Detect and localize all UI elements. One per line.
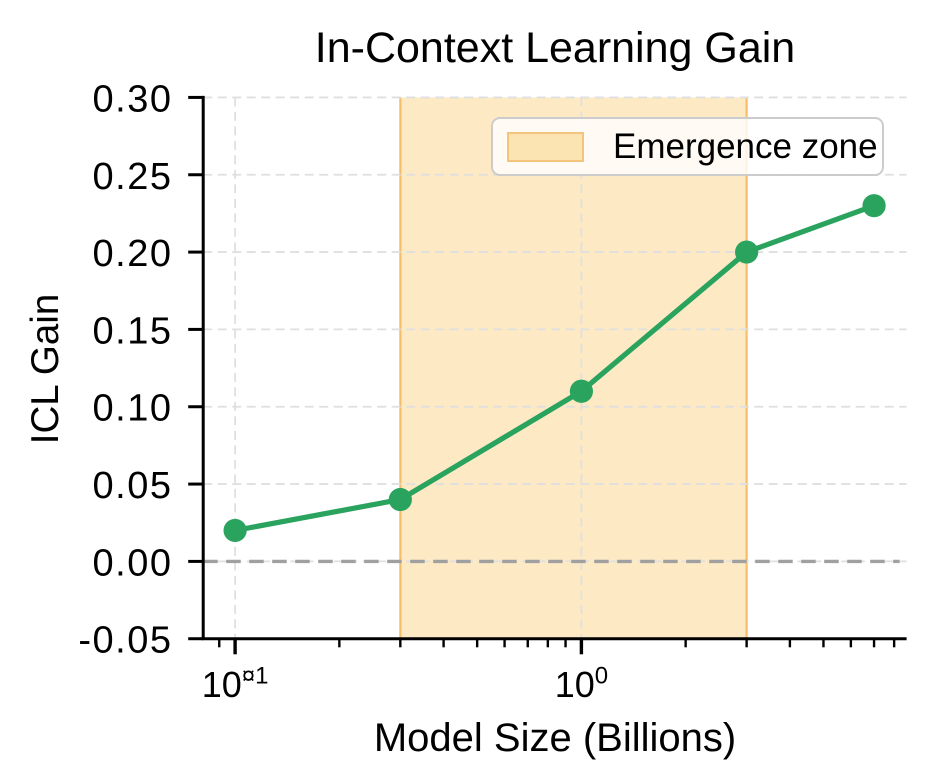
axis-ticks	[188, 95, 896, 655]
y-tick-label: 0.10	[93, 388, 173, 430]
y-tick-label: 0.05	[93, 465, 173, 507]
data-point-marker	[223, 518, 247, 543]
legend-label: Emergence zone	[613, 127, 878, 166]
data-point-marker	[735, 240, 759, 264]
data-point-marker	[862, 194, 886, 218]
chart-title: In-Context Learning Gain	[315, 24, 795, 72]
y-axis-label: ICL Gain	[24, 294, 67, 445]
x-axis-label: Model Size (Billions)	[374, 716, 736, 760]
tick-labels: -0.05 0.00 0.05 0.10 0.15 0.20 0.25 0.30 10¤1 100	[78, 78, 608, 705]
y-tick-label: 0.15	[93, 310, 173, 352]
y-tick-label: 0.00	[93, 542, 173, 584]
legend: Emergence zone	[491, 117, 884, 176]
y-tick-label: -0.05	[78, 620, 172, 662]
data-series	[223, 194, 886, 543]
y-tick-label: 0.25	[93, 156, 173, 198]
x-tick-label: 100	[555, 663, 608, 706]
data-point-marker	[388, 487, 412, 512]
x-tick-label: 10¤1	[202, 663, 269, 706]
emergence-band-rect	[400, 97, 747, 639]
data-point-marker	[569, 379, 594, 403]
y-tick-label: 0.30	[93, 78, 173, 120]
y-tick-label: 0.20	[93, 233, 173, 275]
emergence-band	[399, 97, 748, 639]
legend-swatch-emergence-zone	[507, 131, 584, 162]
